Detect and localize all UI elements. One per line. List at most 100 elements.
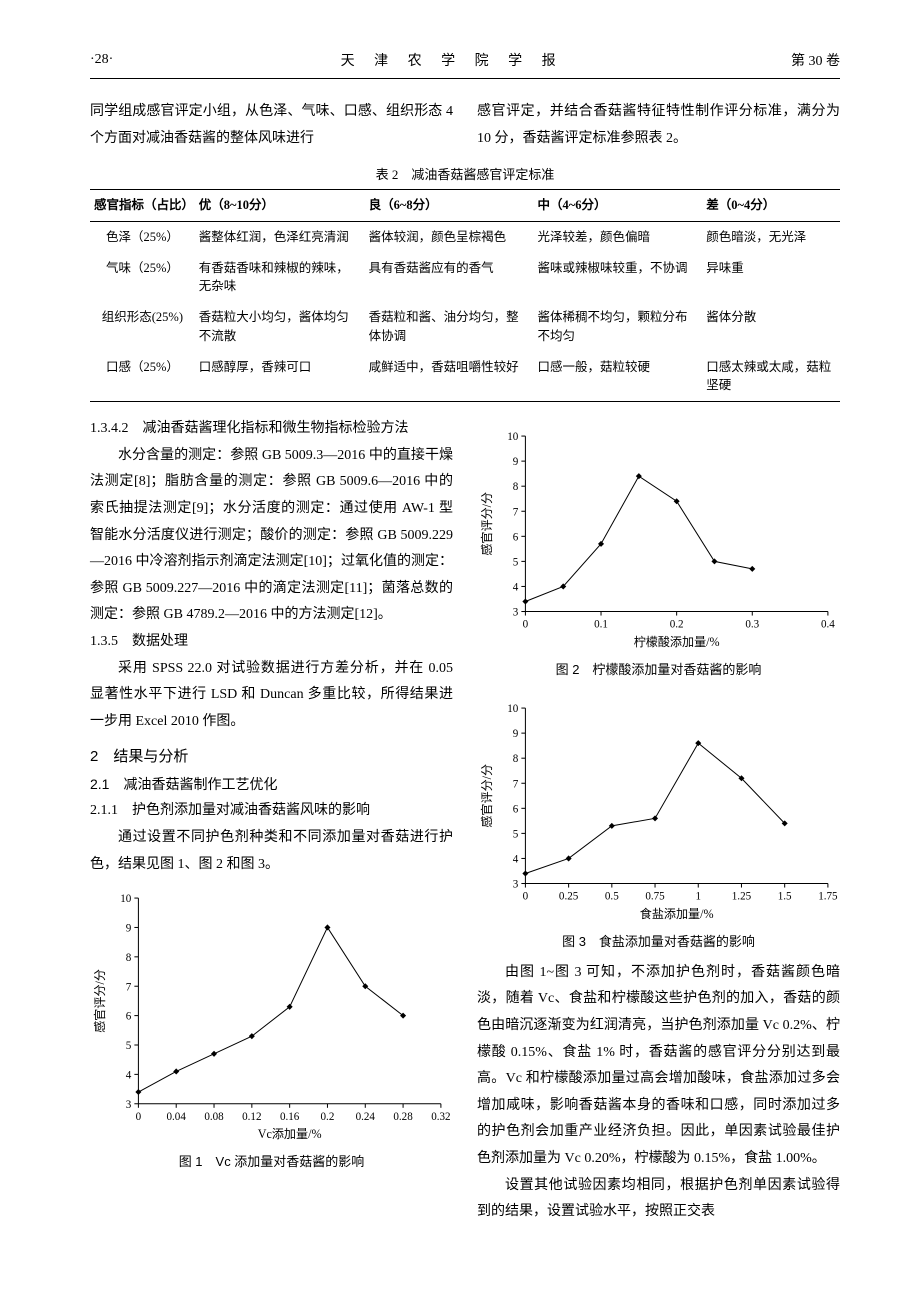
header-rule (90, 78, 840, 79)
sec21-heading: 2.1 减油香菇酱制作工艺优化 (90, 774, 453, 794)
intro-left: 同学组成感官评定小组，从色泽、气味、口感、组织形态 4 个方面对减油香菇酱的整体… (90, 99, 453, 152)
svg-text:6: 6 (513, 532, 519, 544)
svg-text:感官评分/分: 感官评分/分 (92, 969, 107, 1033)
svg-text:4: 4 (126, 1070, 132, 1082)
page-header: ·28· 天 津 农 学 院 学 报 第 30 卷 (90, 50, 840, 70)
right-para1: 由图 1~图 3 可知，不添加护色剂时，香菇酱颜色暗淡，随着 Vc、食盐和柠檬酸… (477, 960, 840, 1173)
svg-text:0.75: 0.75 (645, 891, 665, 903)
table-cell: 香菇粒大小均匀，酱体均匀不流散 (195, 302, 365, 352)
svg-text:感官评分/分: 感官评分/分 (479, 764, 494, 828)
svg-text:5: 5 (126, 1040, 132, 1052)
table-row: 组织形态(25%)香菇粒大小均匀，酱体均匀不流散香菇粒和酱、油分均匀，整体协调 酱… (90, 302, 840, 352)
table-cell: 口感太辣或太咸，菇粒坚硬 (702, 352, 840, 402)
fig1-caption: 图 1 Vc 添加量对香菇酱的影响 (90, 1151, 453, 1170)
svg-text:10: 10 (507, 703, 519, 715)
svg-text:0: 0 (136, 1111, 142, 1123)
fig2-caption: 图 2 柠檬酸添加量对香菇酱的影响 (477, 659, 840, 678)
svg-text:3: 3 (513, 607, 519, 619)
table2-caption: 表 2 减油香菇酱感官评定标准 (90, 164, 840, 183)
svg-text:0.4: 0.4 (821, 619, 835, 631)
svg-text:7: 7 (513, 778, 519, 790)
svg-text:0.08: 0.08 (204, 1111, 224, 1123)
svg-text:5: 5 (513, 828, 519, 840)
svg-text:10: 10 (120, 893, 132, 905)
table-cell: 香菇粒和酱、油分均匀，整体协调 (365, 302, 534, 352)
fig3-caption: 图 3 食盐添加量对香菇酱的影响 (477, 931, 840, 950)
svg-text:0.12: 0.12 (242, 1111, 261, 1123)
right-para2: 设置其他试验因素均相同，根据护色剂单因素试验得到的结果，设置试验水平，按照正交表 (477, 1173, 840, 1226)
table2-col-header: 优（8~10分） (195, 190, 365, 222)
svg-text:9: 9 (126, 923, 132, 935)
svg-text:5: 5 (513, 557, 519, 569)
svg-text:食盐添加量/%: 食盐添加量/% (640, 906, 714, 921)
table-cell: 有香菇香味和辣椒的辣味，无杂味 (195, 253, 365, 303)
table-cell: 异味重 (702, 253, 840, 303)
svg-text:9: 9 (513, 728, 519, 740)
intro-right: 感官评定，并结合香菇酱特征特性制作评分标准，满分为 10 分，香菇酱评定标准参照… (477, 99, 840, 152)
fig3-chart: 34567891000.250.50.7511.251.51.75食盐添加量/%… (477, 700, 840, 922)
svg-text:0.3: 0.3 (745, 619, 759, 631)
left-column: 1.3.4.2 减油香菇酱理化指标和微生物指标检验方法 水分含量的测定：参照 G… (90, 416, 453, 1226)
svg-text:0.16: 0.16 (280, 1111, 300, 1123)
svg-text:0.2: 0.2 (670, 619, 684, 631)
svg-text:8: 8 (513, 753, 519, 765)
sec2-heading: 2 结果与分析 (90, 745, 453, 766)
svg-text:感官评分/分: 感官评分/分 (479, 492, 494, 556)
table-cell: 酱体较润，颜色呈棕褐色 (365, 221, 534, 252)
svg-text:6: 6 (126, 1011, 132, 1023)
svg-text:0.5: 0.5 (605, 891, 619, 903)
svg-text:0.28: 0.28 (393, 1111, 413, 1123)
right-column: 34567891000.10.20.30.4柠檬酸添加量/%感官评分/分 图 2… (477, 416, 840, 1226)
svg-text:8: 8 (513, 481, 519, 493)
table-cell: 色泽（25%） (90, 221, 195, 252)
svg-text:0.04: 0.04 (167, 1111, 187, 1123)
sec211-heading: 2.1.1 护色剂添加量对减油香菇酱风味的影响 (90, 798, 453, 825)
svg-text:3: 3 (126, 1099, 132, 1111)
table-cell: 酱整体红润，色泽红亮清润 (195, 221, 365, 252)
table-cell: 口感一般，菇粒较硬 (533, 352, 702, 402)
table2: 感官指标（占比）优（8~10分）良（6~8分）中（4~6分）差（0~4分） 色泽… (90, 189, 840, 402)
svg-text:8: 8 (126, 952, 132, 964)
svg-text:7: 7 (126, 981, 132, 993)
sec135-heading: 1.3.5 数据处理 (90, 629, 453, 656)
table-cell: 具有香菇酱应有的香气 (365, 253, 534, 303)
sec1342-body: 水分含量的测定：参照 GB 5009.3—2016 中的直接干燥法测定[8]；脂… (90, 443, 453, 629)
sec135-body: 采用 SPSS 22.0 对试验数据进行方差分析，并在 0.05 显著性水平下进… (90, 656, 453, 736)
table-cell: 酱体分散 (702, 302, 840, 352)
svg-text:0.2: 0.2 (321, 1111, 335, 1123)
svg-text:1: 1 (695, 891, 701, 903)
volume-label: 第 30 卷 (791, 50, 840, 70)
svg-text:1.75: 1.75 (818, 891, 838, 903)
table-row: 色泽（25%）酱整体红润，色泽红亮清润酱体较润，颜色呈棕褐色光泽较差，颜色偏暗颜… (90, 221, 840, 252)
table-cell: 酱味或辣椒味较重，不协调 (533, 253, 702, 303)
table2-col-header: 中（4~6分） (533, 190, 702, 222)
svg-text:0.24: 0.24 (356, 1111, 376, 1123)
table-cell: 咸鲜适中，香菇咀嚼性较好 (365, 352, 534, 402)
intro-two-col: 同学组成感官评定小组，从色泽、气味、口感、组织形态 4 个方面对减油香菇酱的整体… (90, 99, 840, 152)
journal-title: 天 津 农 学 院 学 报 (113, 50, 791, 70)
table-cell: 组织形态(25%) (90, 302, 195, 352)
table-cell: 口感醇厚，香辣可口 (195, 352, 365, 402)
table-row: 口感（25%）口感醇厚，香辣可口咸鲜适中，香菇咀嚼性较好口感一般，菇粒较硬口感太… (90, 352, 840, 402)
svg-text:7: 7 (513, 506, 519, 518)
svg-text:10: 10 (507, 431, 519, 443)
svg-text:Vc添加量/%: Vc添加量/% (258, 1127, 322, 1141)
svg-text:1.5: 1.5 (778, 891, 792, 903)
svg-text:0.1: 0.1 (594, 619, 608, 631)
table-cell: 气味（25%） (90, 253, 195, 303)
table-cell: 口感（25%） (90, 352, 195, 402)
page: ·28· 天 津 农 学 院 学 报 第 30 卷 同学组成感官评定小组，从色泽… (0, 0, 920, 1286)
table2-col-header: 差（0~4分） (702, 190, 840, 222)
main-two-col: 1.3.4.2 减油香菇酱理化指标和微生物指标检验方法 水分含量的测定：参照 G… (90, 416, 840, 1226)
table2-col-header: 感官指标（占比） (90, 190, 195, 222)
fig2-chart: 34567891000.10.20.30.4柠檬酸添加量/%感官评分/分 (477, 428, 840, 650)
svg-text:6: 6 (513, 803, 519, 815)
svg-text:4: 4 (513, 853, 519, 865)
svg-text:0.32: 0.32 (431, 1111, 450, 1123)
table2-col-header: 良（6~8分） (365, 190, 534, 222)
table-row: 气味（25%）有香菇香味和辣椒的辣味，无杂味具有香菇酱应有的香气酱味或辣椒味较重… (90, 253, 840, 303)
sec211-body: 通过设置不同护色剂种类和不同添加量对香菇进行护色，结果见图 1、图 2 和图 3… (90, 825, 453, 878)
sec1342-heading: 1.3.4.2 减油香菇酱理化指标和微生物指标检验方法 (90, 416, 453, 443)
svg-text:0: 0 (523, 619, 529, 631)
svg-text:4: 4 (513, 582, 519, 594)
